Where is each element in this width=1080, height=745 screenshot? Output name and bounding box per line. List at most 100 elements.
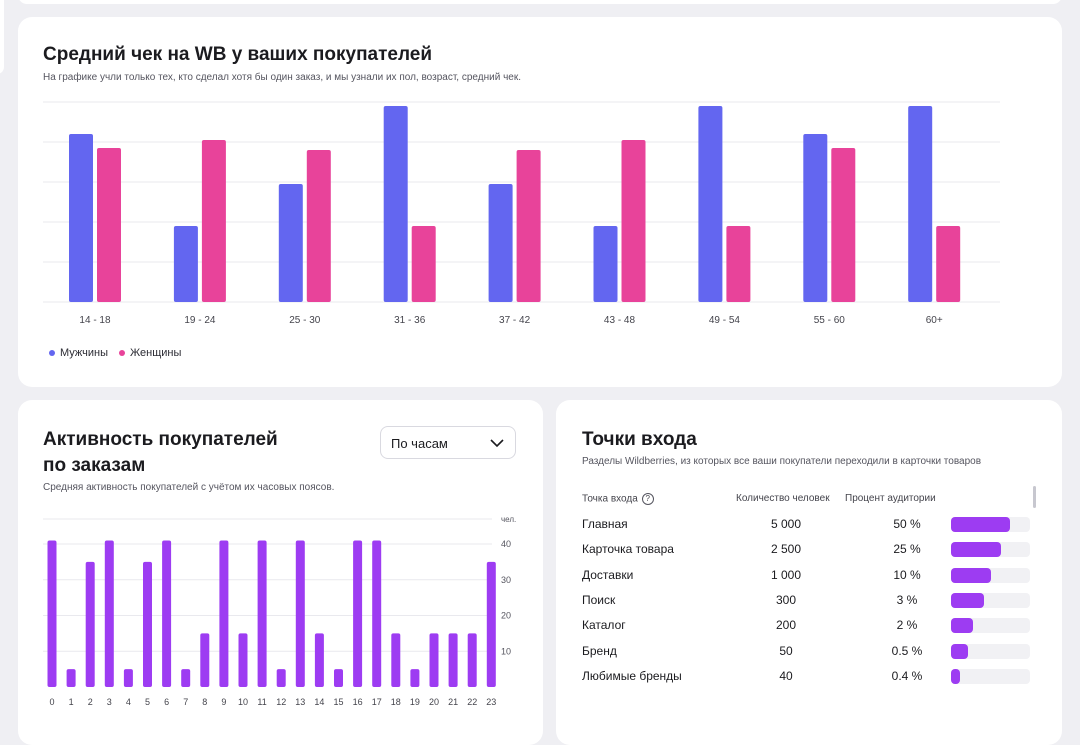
hour-label: 8	[202, 697, 207, 707]
entry-point-name: Главная	[582, 517, 628, 531]
activity-bar	[353, 540, 363, 687]
activity-bar	[448, 633, 458, 687]
audience-percent: 0.5 %	[891, 643, 923, 658]
period-select[interactable]: По часам	[380, 426, 516, 459]
audience-bar-fill	[951, 592, 985, 608]
audience-bar-fill	[951, 668, 960, 684]
y-tick-label: 20	[501, 611, 511, 621]
bar-men	[698, 106, 723, 302]
audience-bar-fill	[951, 517, 1011, 532]
legend-men-label: Мужчины	[60, 347, 109, 359]
activity-bar	[467, 633, 477, 687]
table-row: Каталог 200 2 %	[582, 615, 1042, 635]
audience-bar-fill	[951, 618, 974, 634]
activity-bar	[238, 633, 248, 687]
activity-bar	[104, 540, 114, 687]
y-tick-label: 40	[501, 539, 511, 549]
bar-men	[383, 106, 408, 302]
bar-men	[488, 184, 513, 302]
legend-women-dot	[119, 350, 125, 356]
bar-women	[936, 226, 961, 302]
bar-women	[97, 148, 121, 302]
col-entry-point: Точка входа?	[582, 493, 654, 505]
table-row: Карточка товара 2 500 25 %	[582, 539, 1042, 559]
audience-percent: 50 %	[893, 517, 921, 531]
activity-bar	[257, 540, 267, 687]
activity-bar	[85, 561, 95, 687]
hour-label: 13	[295, 697, 305, 707]
activity-bar	[372, 540, 382, 687]
x-tick-label: 37 - 42	[499, 315, 531, 326]
x-tick-label: 19 - 24	[184, 315, 216, 326]
bar-women	[831, 148, 856, 302]
x-tick-label: 55 - 60	[814, 315, 846, 326]
x-tick-label: 60+	[926, 315, 943, 326]
hour-label: 2	[88, 697, 93, 707]
hour-label: 23	[486, 697, 496, 707]
entry-points-subtitle: Разделы Wildberries, из которых все ваши…	[582, 456, 982, 467]
x-tick-label: 31 - 36	[394, 315, 426, 326]
entry-point-name: Каталог	[582, 618, 626, 633]
activity-bar	[334, 669, 343, 687]
avg-check-subtitle: На графике учли только тех, кто сделал х…	[43, 72, 521, 83]
hour-label: 19	[410, 697, 420, 707]
avg-check-title: Средний чек на WB у ваших покупателей	[43, 44, 433, 65]
audience-bar-fill	[951, 542, 1001, 558]
hour-label: 7	[183, 697, 188, 707]
hour-label: 15	[333, 697, 343, 707]
audience-percent: 2 %	[896, 618, 918, 633]
people-count: 5 000	[770, 517, 802, 531]
hour-label: 4	[126, 697, 131, 707]
entry-point-name: Любимые бренды	[582, 668, 682, 683]
hour-label: 21	[448, 697, 458, 707]
people-count: 50	[779, 643, 793, 658]
legend-women[interactable]: Женщины	[119, 347, 181, 359]
hour-label: 16	[353, 697, 363, 707]
bar-men	[69, 134, 93, 302]
period-select-value: По часам	[391, 436, 448, 451]
activity-bar	[295, 540, 305, 687]
legend-men[interactable]: Мужчины	[49, 347, 108, 359]
side-panel-edge	[0, 0, 4, 74]
activity-bar	[200, 633, 210, 687]
audience-bar-track	[951, 567, 1030, 583]
table-scrollbar[interactable]	[1033, 486, 1036, 508]
entry-point-name: Карточка товара	[582, 542, 674, 557]
activity-bar	[143, 561, 152, 687]
entry-points-title: Точки входа	[582, 429, 697, 450]
activity-title-line2: по заказам	[43, 455, 146, 476]
activity-title-line1: Активность покупателей	[43, 429, 278, 450]
audience-percent: 25 %	[893, 542, 921, 557]
people-count: 40	[779, 668, 793, 683]
table-row: Главная 5 000 50 %	[582, 514, 1042, 534]
activity-bar	[123, 669, 133, 687]
col-people-count: Количество человек	[736, 493, 830, 504]
hour-label: 12	[276, 697, 286, 707]
table-row: Любимые бренды 40 0.4 %	[582, 666, 1042, 686]
audience-percent: 10 %	[893, 567, 921, 582]
activity-bar	[429, 633, 439, 687]
bar-women	[306, 150, 331, 302]
audience-bar-track	[951, 517, 1030, 532]
x-tick-label: 25 - 30	[289, 315, 321, 326]
y-tick-label: 10	[501, 646, 511, 656]
hour-label: 20	[429, 697, 439, 707]
table-row: Поиск 300 3 %	[582, 590, 1042, 610]
audience-bar-track	[951, 542, 1030, 558]
audience-bar-fill	[951, 567, 992, 583]
bar-women	[621, 140, 646, 302]
hour-label: 10	[238, 697, 248, 707]
activity-bar	[410, 669, 420, 687]
bar-women	[516, 150, 541, 302]
audience-percent: 3 %	[896, 592, 918, 607]
avg-check-chart: 14 - 18 19 - 24 25 - 30 31 - 36 37 - 42 43 - …	[43, 101, 1000, 326]
question-icon[interactable]: ?	[641, 493, 654, 505]
activity-bar	[66, 669, 76, 687]
hour-label: 0	[49, 697, 54, 707]
activity-bar	[314, 633, 324, 687]
col-audience-percent: Процент аудитории	[845, 493, 936, 504]
activity-bar	[219, 540, 229, 687]
legend-men-dot	[49, 350, 55, 356]
audience-percent: 0.4 %	[891, 668, 923, 683]
audience-bar-track	[951, 643, 1030, 659]
